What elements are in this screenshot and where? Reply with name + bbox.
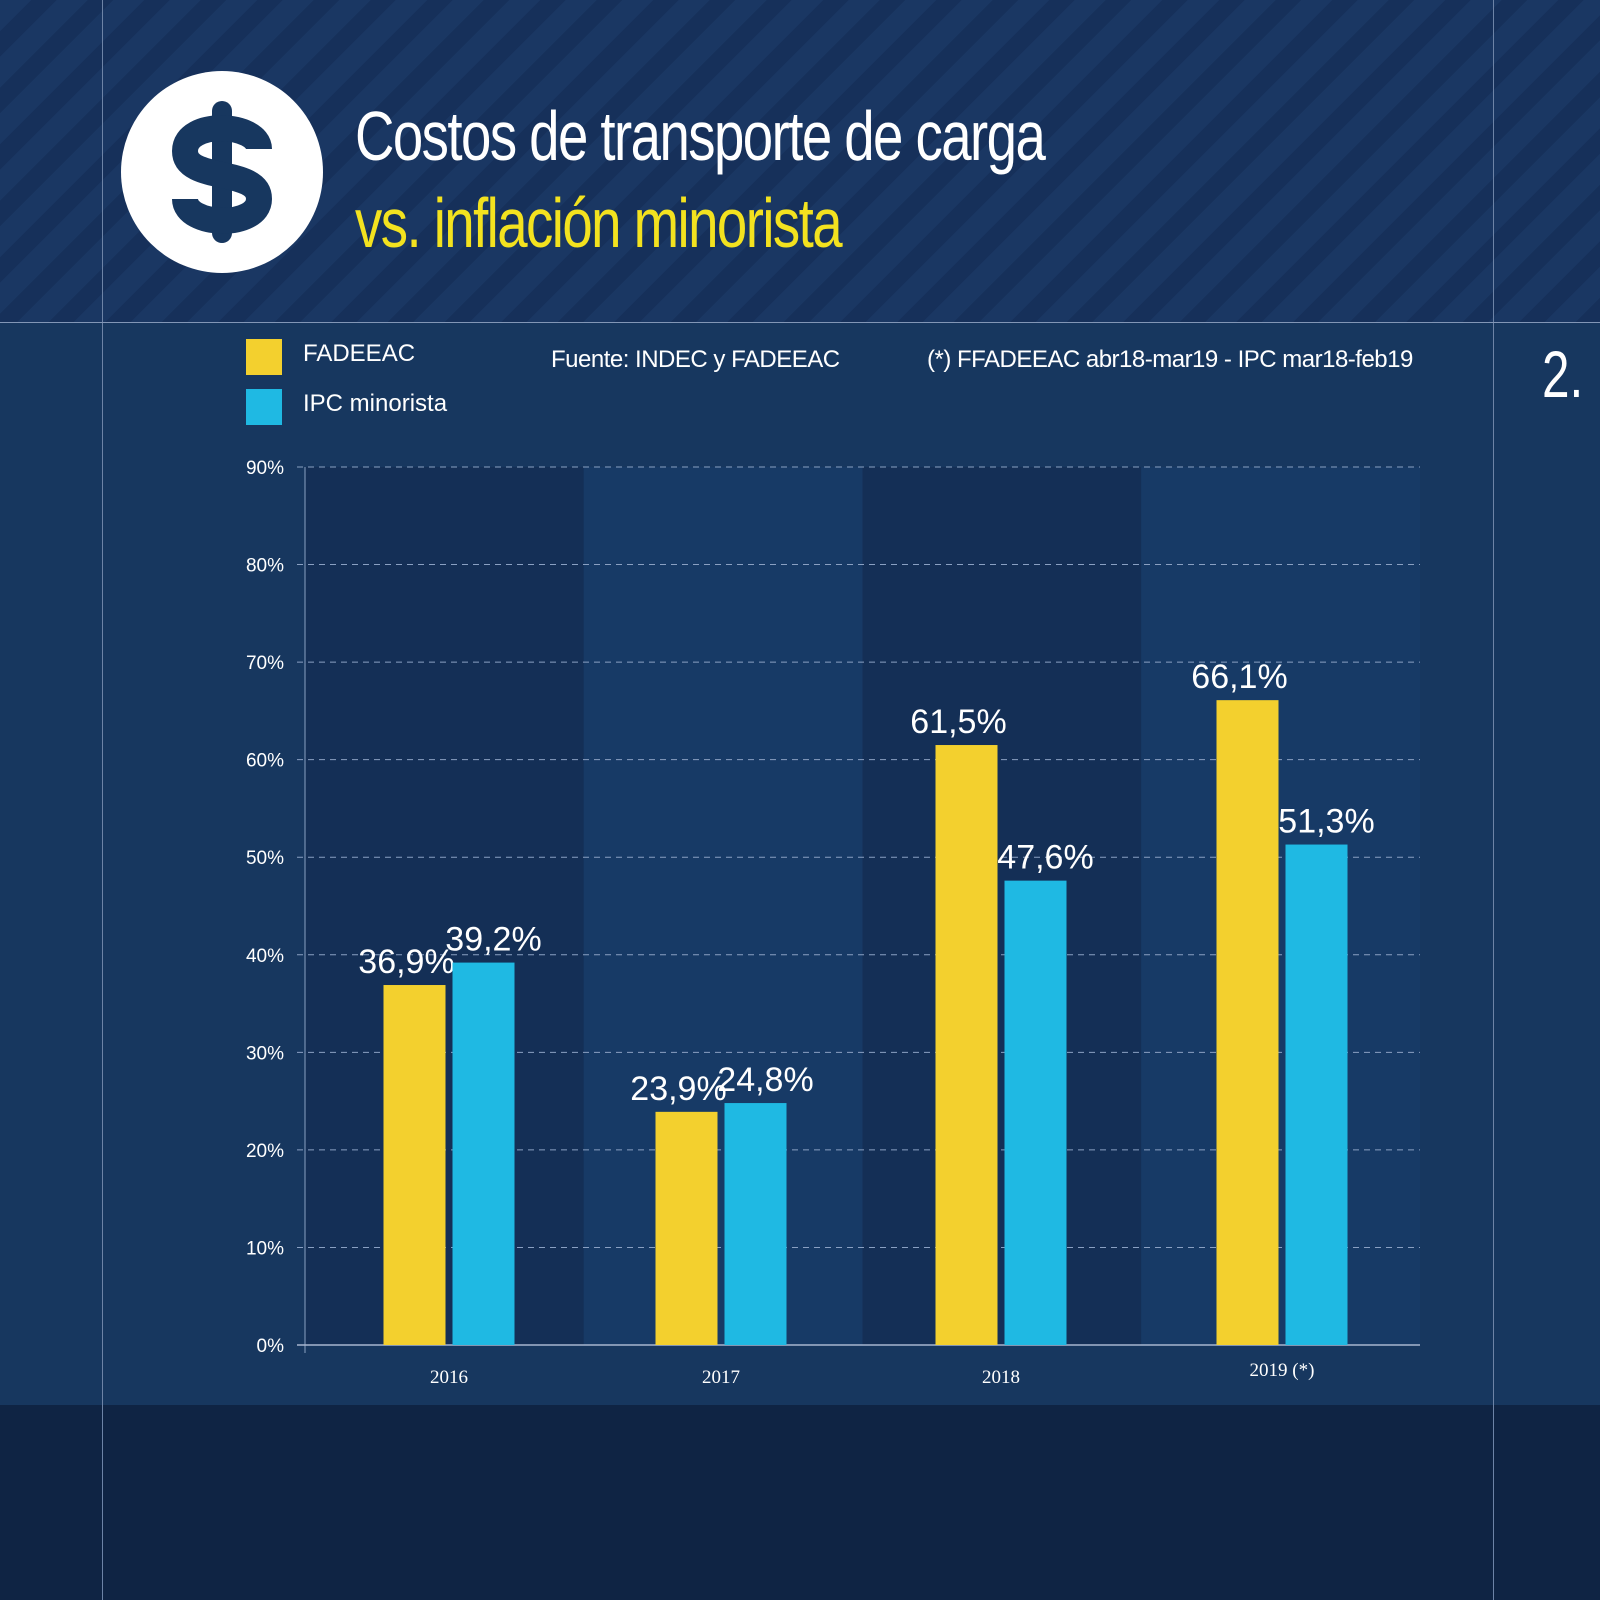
bar-fadeeac — [935, 745, 998, 1345]
legend-label-fadeeac: FADEEAC — [303, 340, 416, 367]
bar-ipc — [452, 962, 515, 1345]
x-tick-label: 2019 (*) — [1250, 1360, 1315, 1381]
y-tick-label: 10% — [246, 1238, 284, 1259]
x-tick-label: 2018 — [982, 1367, 1020, 1388]
data-label: 66,1% — [1191, 658, 1287, 696]
data-label: 24,8% — [717, 1061, 813, 1099]
plot-band — [1141, 467, 1420, 1345]
y-tick-label: 60% — [246, 751, 284, 772]
page-number: 2. — [1542, 337, 1584, 411]
divider-line — [1493, 0, 1494, 1600]
bar-fadeeac — [655, 1111, 718, 1345]
bar-fadeeac — [383, 985, 446, 1345]
plot-band — [862, 467, 1142, 1345]
y-tick-label: 70% — [246, 653, 284, 674]
bar-ipc — [724, 1103, 787, 1345]
data-label: 36,9% — [358, 943, 454, 981]
legend-swatch-fadeeac — [246, 339, 282, 375]
data-label: 23,9% — [630, 1070, 726, 1108]
plot-band — [583, 467, 863, 1345]
y-tick-label: 30% — [246, 1043, 284, 1064]
y-tick-label: 0% — [257, 1336, 285, 1357]
dollar-sign-icon — [121, 71, 323, 273]
x-tick-label: 2016 — [430, 1367, 468, 1388]
bottom-band — [0, 1405, 1600, 1600]
legend-swatch-ipc — [246, 389, 282, 425]
y-tick-label: 40% — [246, 946, 284, 967]
data-label: 39,2% — [445, 921, 541, 959]
y-tick-label: 50% — [246, 848, 284, 869]
legend-label-ipc: IPC minorista — [303, 390, 448, 417]
bar-fadeeac — [1216, 700, 1279, 1345]
x-tick-label: 2017 — [702, 1367, 740, 1388]
data-label: 61,5% — [910, 703, 1006, 741]
footnote: (*) FFADEEAC abr18-mar19 - IPC mar18-feb… — [927, 346, 1413, 373]
y-tick-label: 90% — [246, 458, 284, 479]
divider-line — [102, 0, 103, 1600]
chart-subtitle: vs. inflación minorista — [355, 184, 843, 262]
source-note: Fuente: INDEC y FADEEAC — [551, 346, 840, 373]
data-label: 47,6% — [997, 839, 1093, 877]
dollar-badge — [121, 71, 323, 273]
y-tick-label: 20% — [246, 1141, 284, 1162]
divider-line — [0, 322, 1600, 323]
y-tick-label: 80% — [246, 556, 284, 577]
bar-ipc — [1285, 844, 1348, 1345]
chart-title: Costos de transporte de carga — [355, 97, 1046, 175]
bar-ipc — [1004, 880, 1067, 1345]
data-label: 51,3% — [1278, 803, 1374, 841]
